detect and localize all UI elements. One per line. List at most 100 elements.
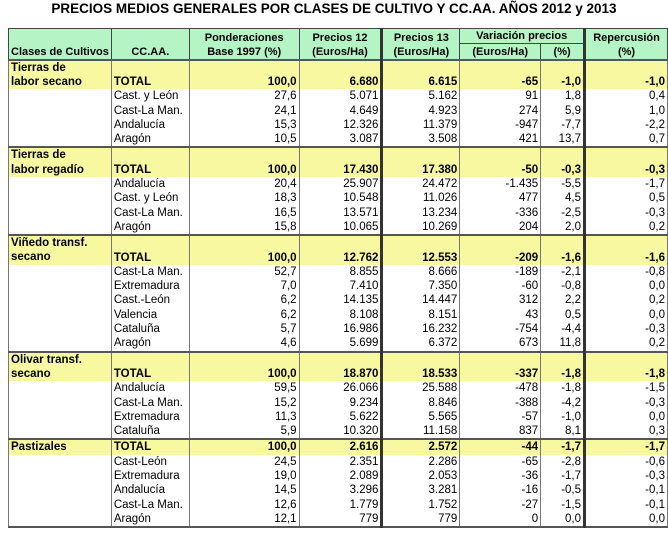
table-row: Cataluña 5,9 10.320 11.158 837 8,1 0,3 — [8, 424, 668, 440]
empty-cell — [8, 409, 112, 425]
precio-13: 12.553 — [381, 250, 461, 265]
ponderacion: 7,0 — [188, 279, 300, 294]
var-pct: 0,0 — [540, 511, 587, 529]
var-pct: -1,7 — [540, 438, 587, 455]
precio-13: 3.281 — [381, 483, 461, 498]
ccaa: Valencia — [110, 307, 190, 322]
empty-cell — [8, 395, 112, 410]
var-euros: 274 — [459, 103, 542, 118]
var-euros: -337 — [459, 366, 542, 382]
ponderacion: 100,0 — [188, 438, 300, 455]
empty-cell — [381, 146, 461, 163]
precio-12: 8.855 — [298, 264, 384, 280]
empty-cell — [8, 424, 112, 440]
var-euros: -65 — [459, 74, 542, 90]
header-var-euros: (Euros/Ha) — [459, 43, 542, 61]
var-pct: 1,8 — [540, 89, 587, 104]
var-pct: -0,3 — [540, 162, 587, 177]
header-precios-12: Precios 12 (Euros/Ha) — [298, 27, 384, 61]
empty-cell — [8, 321, 112, 337]
precio-12: 4.649 — [298, 103, 384, 118]
table-row: Cast. y León 18,3 10.548 11.026 477 4,5 0,5 — [8, 191, 668, 206]
ccaa: Andalucía — [110, 381, 190, 396]
repercusion: -1,8 — [584, 366, 668, 382]
precio-12: 779 — [298, 511, 384, 529]
prices-table: Clases de Cultivos CC.AA. Ponderaciones … — [8, 27, 668, 529]
var-pct: -4,4 — [540, 321, 587, 337]
ccaa: Cast. y León — [110, 89, 190, 104]
repercusion: 0,0 — [584, 279, 668, 294]
var-pct: 0,5 — [540, 307, 587, 322]
total-row: Pastizales TOTAL 100,0 2.616 2.572 -44 -1,7 -1,… — [8, 438, 668, 455]
header-var-pct: (%) — [540, 43, 587, 61]
repercusion: -0,3 — [584, 205, 668, 220]
precio-12: 2.089 — [298, 468, 384, 484]
precio-13: 10.269 — [381, 219, 461, 236]
empty-cell — [381, 58, 461, 75]
empty-cell — [8, 307, 112, 322]
ponderacion: 24,1 — [188, 103, 300, 118]
ponderacion: 100,0 — [188, 250, 300, 265]
ccaa: Cast-La Man. — [110, 497, 190, 512]
var-euros: -44 — [459, 438, 542, 455]
repercusion: 0,0 — [584, 307, 668, 322]
precio-13: 779 — [381, 511, 461, 529]
table-row: Cast.-León 6,2 14.135 14.447 312 2,2 0,2 — [8, 293, 668, 308]
precio-13: 8.846 — [381, 395, 461, 410]
ponderacion: 10,5 — [188, 132, 300, 148]
empty-cell — [540, 234, 587, 251]
empty-cell — [298, 234, 384, 251]
ccaa: Aragón — [110, 132, 190, 148]
ponderacion: 12,6 — [188, 497, 300, 512]
var-euros: -50 — [459, 162, 542, 177]
table-row: Andalucía 20,4 25.907 24.472 -1.435 -5,5 -1,7 — [8, 176, 668, 192]
empty-cell — [540, 146, 587, 163]
precio-12: 2.616 — [298, 438, 384, 455]
ponderacion: 59,5 — [188, 381, 300, 396]
repercusion: -0,3 — [584, 321, 668, 337]
precio-12: 5.071 — [298, 89, 384, 104]
var-pct: -1,7 — [540, 468, 587, 484]
ccaa: Cast.-León — [110, 293, 190, 308]
precio-13: 4.923 — [381, 103, 461, 118]
ponderacion: 24,5 — [188, 454, 300, 469]
precio-13: 8.666 — [381, 264, 461, 280]
table-row: Andalucía 59,5 26.066 25.588 -478 -1,8 -1,5 — [8, 381, 668, 396]
repercusion: -0,3 — [584, 162, 668, 177]
table-row: Cast-La Man. 52,7 8.855 8.666 -189 -2,1 -0,8 — [8, 264, 668, 280]
var-pct: 5,9 — [540, 103, 587, 118]
var-euros: -36 — [459, 468, 542, 484]
repercusion: -1,0 — [584, 74, 668, 90]
precio-12: 3.087 — [298, 132, 384, 148]
empty-cell — [8, 454, 112, 469]
repercusion: -0,3 — [584, 395, 668, 410]
var-euros: 204 — [459, 219, 542, 236]
empty-cell — [459, 58, 542, 75]
ccaa: Cast-León — [110, 454, 190, 469]
repercusion: -0,1 — [584, 483, 668, 498]
repercusion: -0,6 — [584, 454, 668, 469]
var-euros: -57 — [459, 409, 542, 425]
var-euros: -388 — [459, 395, 542, 410]
empty-cell — [8, 264, 112, 280]
ccaa: TOTAL — [110, 74, 190, 90]
precio-12: 2.351 — [298, 454, 384, 469]
group-name: secano — [8, 366, 112, 382]
empty-cell — [110, 58, 190, 75]
ponderacion: 5,7 — [188, 321, 300, 337]
var-euros: -754 — [459, 321, 542, 337]
precio-13: 6.615 — [381, 74, 461, 90]
ccaa: Cataluña — [110, 321, 190, 337]
ponderacion: 100,0 — [188, 162, 300, 177]
table-row: Andalucía 14,5 3.296 3.281 -16 -0,5 -0,1 — [8, 483, 668, 498]
var-pct: -1,8 — [540, 381, 587, 396]
var-euros: -27 — [459, 497, 542, 512]
ccaa: TOTAL — [110, 162, 190, 177]
group-name: secano — [8, 250, 112, 265]
precio-13: 13.234 — [381, 205, 461, 220]
ponderacion: 5,9 — [188, 424, 300, 440]
ponderacion: 100,0 — [188, 366, 300, 382]
ccaa: Aragón — [110, 511, 190, 529]
var-euros: 673 — [459, 336, 542, 352]
precio-12: 10.320 — [298, 424, 384, 440]
